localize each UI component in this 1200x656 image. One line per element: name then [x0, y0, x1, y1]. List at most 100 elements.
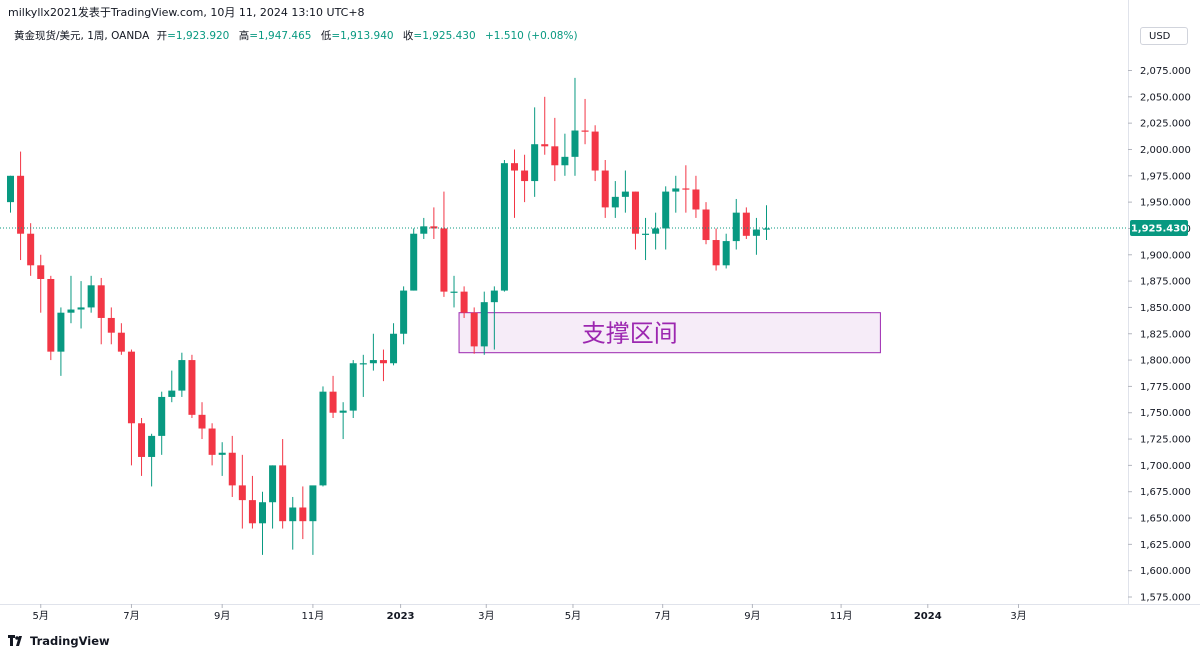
ohlc-legend: 黄金现货/美元, 1周, OANDA 开=1,923.920 高=1,947.4… — [14, 28, 578, 43]
candle-body[interactable] — [198, 414, 206, 429]
candle-body[interactable] — [309, 485, 317, 522]
candle-body[interactable] — [430, 226, 438, 229]
y-tick-label: 1,600.000 — [1140, 566, 1191, 577]
candle-body[interactable] — [571, 130, 579, 157]
candle-body[interactable] — [7, 175, 14, 203]
x-tick-label: 9月 — [744, 610, 760, 622]
candle-body[interactable] — [500, 163, 508, 291]
candle-body[interactable] — [410, 233, 418, 291]
support-zone-label: 支撑区间 — [582, 320, 678, 348]
x-tick-label: 7月 — [654, 610, 670, 622]
high-label: 高 — [238, 30, 250, 42]
candle-body[interactable] — [581, 130, 589, 132]
candle-body[interactable] — [531, 144, 539, 182]
candle-body[interactable] — [450, 291, 458, 293]
candle-body[interactable] — [188, 360, 196, 415]
candle-body[interactable] — [551, 146, 559, 166]
open-value: =1,923.920 — [167, 30, 230, 42]
candle-body[interactable] — [601, 170, 609, 208]
candle-body[interactable] — [712, 240, 720, 266]
candle-body[interactable] — [400, 290, 408, 334]
candle-body[interactable] — [611, 196, 619, 208]
candle-body[interactable] — [27, 233, 35, 266]
candle-body[interactable] — [541, 144, 549, 147]
candle-body[interactable] — [329, 391, 337, 413]
candle-body[interactable] — [390, 333, 398, 364]
close-label: 收 — [402, 30, 414, 42]
candle-body[interactable] — [97, 285, 105, 318]
candle-body[interactable] — [682, 188, 690, 190]
candle-body[interactable] — [218, 452, 226, 455]
candle-body[interactable] — [67, 309, 75, 313]
candle-body[interactable] — [642, 233, 650, 235]
candle-body[interactable] — [127, 351, 135, 424]
candle-body[interactable] — [732, 212, 740, 242]
candle-body[interactable] — [47, 278, 55, 352]
candle-body[interactable] — [631, 191, 639, 234]
symbol-label[interactable]: 黄金现货/美元, 1周, OANDA — [14, 30, 150, 42]
candle-body[interactable] — [722, 241, 730, 266]
x-tick-label: 11月 — [830, 610, 853, 622]
candle-body[interactable] — [138, 423, 146, 457]
candle-body[interactable] — [621, 191, 629, 197]
y-tick-label: 1,675.000 — [1140, 487, 1191, 498]
candle-body[interactable] — [57, 312, 65, 352]
candle-body[interactable] — [440, 228, 448, 292]
candle-body[interactable] — [490, 290, 498, 303]
change-value: +1.510 (+0.08%) — [485, 30, 578, 42]
candle-body[interactable] — [259, 502, 266, 524]
candle-body[interactable] — [228, 452, 236, 486]
candle-body[interactable] — [208, 428, 216, 455]
candle-body[interactable] — [77, 307, 85, 310]
candle-body[interactable] — [178, 360, 186, 391]
candle-body[interactable] — [742, 212, 750, 236]
tradingview-brand: TradingView — [8, 634, 110, 649]
candle-body[interactable] — [480, 302, 488, 347]
candle-body[interactable] — [470, 312, 478, 347]
candle-body[interactable] — [349, 363, 357, 411]
candle-body[interactable] — [672, 188, 680, 192]
candle-body[interactable] — [117, 332, 125, 352]
candle-body[interactable] — [238, 485, 246, 501]
candle-body[interactable] — [752, 229, 760, 236]
candle-body[interactable] — [379, 360, 387, 364]
brand-text: TradingView — [30, 634, 110, 648]
candle-body[interactable] — [107, 317, 115, 333]
y-tick-label: 1,750.000 — [1140, 408, 1191, 419]
candle-body[interactable] — [702, 209, 710, 241]
x-tick-label: 5月 — [565, 610, 581, 622]
candle-body[interactable] — [521, 170, 529, 182]
candle-body[interactable] — [511, 163, 518, 171]
candle-body[interactable] — [37, 265, 45, 279]
candle-body[interactable] — [359, 363, 367, 365]
candle-body[interactable] — [269, 465, 277, 503]
candle-body[interactable] — [460, 291, 468, 313]
tradingview-logo-icon — [8, 634, 26, 649]
candle-body[interactable] — [289, 507, 297, 522]
candle-body[interactable] — [87, 285, 95, 308]
candle-body[interactable] — [591, 131, 599, 171]
candle-body[interactable] — [248, 500, 256, 524]
candle-body[interactable] — [17, 175, 25, 234]
candle-body[interactable] — [168, 390, 176, 397]
candle-body[interactable] — [148, 435, 156, 457]
candle-body[interactable] — [692, 189, 700, 210]
candle-body[interactable] — [369, 360, 377, 364]
candle-body[interactable] — [662, 191, 670, 229]
y-tick-label: 2,000.000 — [1140, 145, 1191, 156]
candle-body[interactable] — [299, 507, 307, 522]
y-tick-label: 1,625.000 — [1140, 540, 1191, 551]
low-value: =1,913.940 — [331, 30, 394, 42]
support-zone[interactable] — [458, 312, 881, 354]
low-label: 低 — [320, 30, 332, 42]
candle-body[interactable] — [561, 156, 569, 166]
candle-body[interactable] — [339, 410, 347, 413]
candle-body[interactable] — [279, 465, 287, 522]
candle-body[interactable] — [652, 228, 660, 234]
candle-body[interactable] — [420, 226, 428, 234]
candle-body[interactable] — [319, 391, 327, 486]
candle-body[interactable] — [763, 228, 770, 230]
candle-body[interactable] — [158, 396, 166, 436]
currency-button[interactable]: USD — [1140, 27, 1188, 45]
